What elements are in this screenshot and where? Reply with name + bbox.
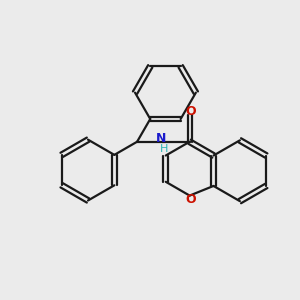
Text: H: H — [160, 144, 168, 154]
Text: O: O — [185, 105, 196, 118]
Text: O: O — [186, 193, 196, 206]
Text: N: N — [155, 133, 166, 146]
